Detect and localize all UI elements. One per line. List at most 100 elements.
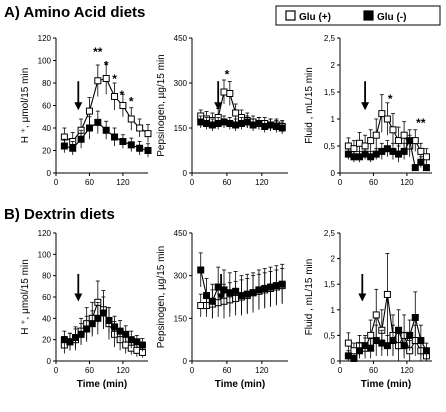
data-point bbox=[208, 297, 216, 305]
data-point bbox=[220, 88, 228, 96]
data-point bbox=[400, 147, 408, 155]
data-point bbox=[237, 120, 245, 127]
data-point bbox=[69, 144, 77, 152]
chart-panel-b-h: 0 20 40 60 80 100 120 0 60 120 H ⁺, μmol/15 min Tim… bbox=[20, 229, 148, 390]
data-point bbox=[197, 118, 205, 126]
data-point bbox=[261, 284, 269, 292]
data-point bbox=[406, 137, 414, 145]
data-point bbox=[261, 123, 269, 130]
y-tick-label: 0,5 bbox=[324, 331, 336, 340]
data-point bbox=[417, 337, 425, 345]
data-point bbox=[344, 339, 352, 347]
y-tick-label: 2,5 bbox=[324, 229, 336, 238]
data-point bbox=[197, 266, 205, 274]
significance-marker: * bbox=[225, 68, 230, 82]
data-point bbox=[243, 290, 251, 298]
data-point bbox=[214, 283, 222, 291]
x-tick-label: 60 bbox=[85, 178, 94, 187]
data-point bbox=[226, 120, 234, 127]
y-tick-label: 120 bbox=[38, 229, 52, 238]
y-tick-label: 20 bbox=[42, 336, 51, 345]
y-tick-label: 120 bbox=[38, 34, 52, 43]
data-point bbox=[278, 280, 286, 288]
data-point bbox=[226, 289, 234, 297]
x-tick-label: 0 bbox=[190, 178, 195, 187]
y-tick-label: 1,5 bbox=[324, 88, 336, 97]
x-tick-label: 120 bbox=[255, 366, 269, 375]
data-point bbox=[99, 309, 107, 317]
data-point bbox=[422, 153, 430, 161]
x-tick-label: 120 bbox=[116, 366, 130, 375]
x-axis-label: Time (min) bbox=[77, 379, 127, 390]
data-point bbox=[378, 110, 386, 118]
data-point bbox=[102, 75, 110, 82]
data-point bbox=[77, 135, 85, 143]
data-point bbox=[237, 292, 245, 300]
y-tick-label: 2,5 bbox=[324, 34, 336, 43]
x-tick-label: 120 bbox=[400, 178, 414, 187]
y-tick-label: 0 bbox=[183, 169, 188, 178]
data-point bbox=[422, 347, 430, 355]
data-point bbox=[383, 342, 391, 350]
x-tick-label: 0 bbox=[338, 366, 343, 375]
significance-marker: * bbox=[104, 59, 109, 73]
data-point bbox=[372, 131, 380, 139]
data-point bbox=[226, 90, 234, 97]
data-point bbox=[60, 142, 68, 150]
y-tick-label: 60 bbox=[42, 102, 51, 111]
data-point bbox=[119, 102, 127, 109]
data-point bbox=[395, 326, 403, 334]
y-axis-label: Fluid , mL/15 min bbox=[304, 67, 315, 144]
data-point bbox=[102, 126, 110, 134]
y-axis-label: H ⁺, μmol/15 min bbox=[20, 68, 31, 144]
data-point bbox=[136, 144, 144, 152]
data-point bbox=[111, 133, 119, 141]
y-tick-label: 150 bbox=[174, 314, 188, 323]
legend-marker-glu-plus bbox=[285, 10, 296, 21]
data-point bbox=[367, 344, 375, 352]
y-tick-label: 0 bbox=[47, 357, 52, 366]
legend: Glu (+) Glu (-) bbox=[275, 5, 441, 26]
data-point bbox=[94, 77, 102, 85]
y-axis-label: Pepsinogen, µg/15 min bbox=[156, 54, 167, 157]
series-glu-minus bbox=[197, 252, 286, 319]
stimulus-arrow-head bbox=[74, 102, 83, 111]
data-point bbox=[85, 107, 93, 115]
y-axis-label: Pepsinogen, µg/15 min bbox=[156, 246, 167, 349]
data-point bbox=[383, 290, 391, 298]
data-point bbox=[85, 124, 93, 132]
data-point bbox=[411, 313, 419, 321]
data-point bbox=[400, 131, 408, 139]
data-point bbox=[400, 342, 408, 350]
y-tick-label: 1,5 bbox=[324, 280, 336, 289]
y-tick-label: 100 bbox=[38, 250, 52, 259]
data-point bbox=[94, 314, 102, 322]
data-point bbox=[395, 137, 403, 145]
significance-marker: * bbox=[388, 92, 393, 106]
stimulus-arrow-head bbox=[358, 293, 367, 302]
y-tick-label: 80 bbox=[42, 272, 51, 281]
data-point bbox=[417, 158, 425, 166]
data-point bbox=[249, 289, 257, 297]
data-point bbox=[208, 121, 216, 129]
x-tick-label: 120 bbox=[400, 366, 414, 375]
y-axis-label: Fluid , mL/15 min bbox=[304, 259, 315, 336]
data-point bbox=[220, 286, 228, 294]
stimulus-arrow-head bbox=[361, 102, 370, 111]
y-tick-label: 100 bbox=[38, 57, 52, 66]
data-point bbox=[136, 124, 144, 132]
data-point bbox=[197, 302, 205, 310]
legend-marker-glu-minus bbox=[363, 10, 374, 21]
data-point bbox=[243, 118, 251, 126]
x-tick-label: 120 bbox=[255, 178, 269, 187]
data-point bbox=[249, 121, 257, 129]
x-tick-label: 0 bbox=[54, 178, 59, 187]
y-tick-label: 20 bbox=[42, 147, 51, 156]
x-tick-label: 60 bbox=[369, 178, 378, 187]
chart-panel-a-p: 0 150 300 450 0 60 120 Pepsinogen, µg/15 min * bbox=[156, 34, 288, 187]
x-tick-label: 60 bbox=[85, 366, 94, 375]
